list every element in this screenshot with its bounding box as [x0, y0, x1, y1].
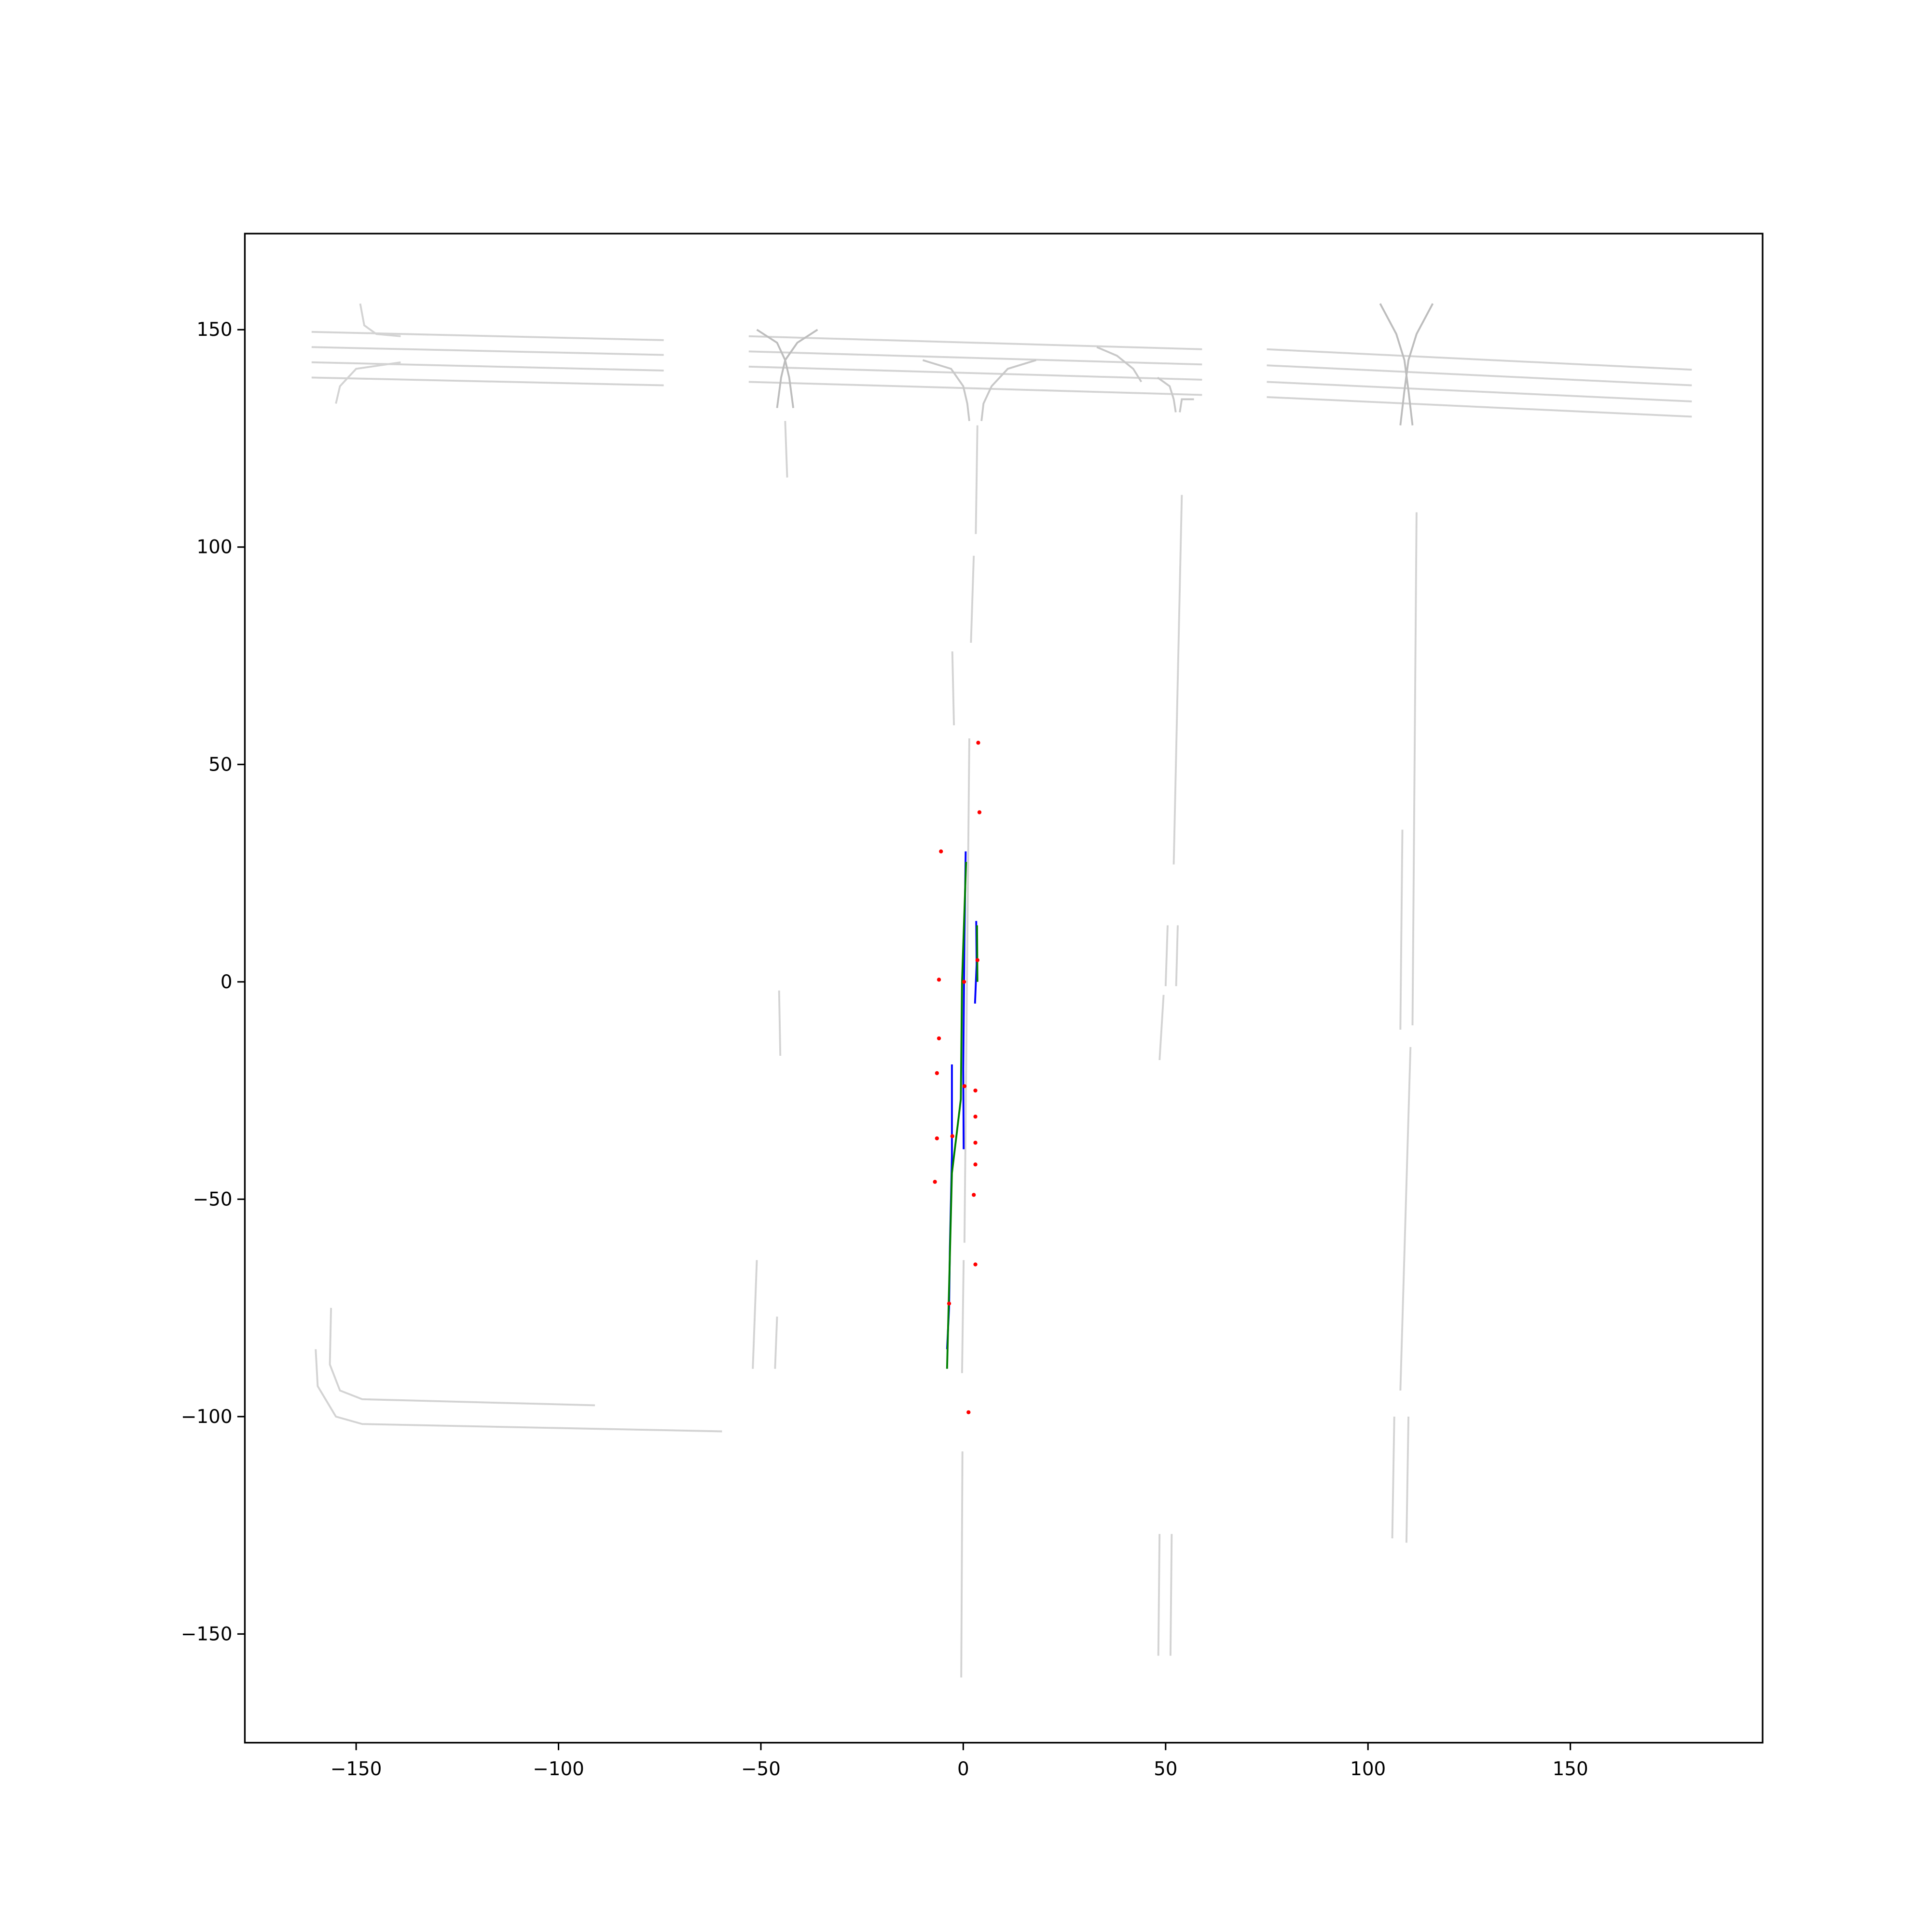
y-tick-label: 50 — [208, 754, 232, 775]
line — [311, 346, 664, 356]
point — [973, 1262, 978, 1267]
axes-frame — [244, 233, 1764, 1744]
y-tick-label: 150 — [196, 319, 232, 341]
y-tick-label: 0 — [221, 971, 233, 993]
line — [776, 329, 818, 408]
line — [946, 862, 967, 1369]
plot-area — [311, 303, 1692, 1678]
line — [922, 359, 970, 421]
x-tick-label: 50 — [1154, 1758, 1177, 1780]
x-tick-label: −50 — [741, 1758, 781, 1780]
line — [951, 651, 955, 726]
point — [976, 741, 980, 745]
line — [1405, 1416, 1410, 1543]
x-tick-label: 150 — [1553, 1758, 1588, 1780]
point — [937, 978, 941, 982]
point — [935, 1136, 939, 1141]
y-tick-label: −150 — [181, 1623, 233, 1645]
line — [1267, 364, 1692, 386]
point — [975, 958, 979, 962]
line — [1175, 925, 1179, 986]
line — [1391, 512, 1418, 1539]
point — [939, 849, 943, 854]
line — [748, 365, 1202, 381]
point — [933, 1180, 937, 1184]
y-tick-label: −50 — [193, 1188, 233, 1210]
line — [359, 303, 401, 337]
line — [335, 361, 401, 404]
line — [1096, 346, 1143, 383]
point — [973, 1088, 978, 1093]
point — [962, 980, 966, 984]
point — [977, 810, 982, 814]
line — [1158, 495, 1183, 1061]
line — [748, 335, 1202, 350]
x-tick-label: 0 — [957, 1758, 969, 1780]
line — [1399, 829, 1404, 1030]
line — [1399, 303, 1434, 426]
point — [973, 1162, 978, 1167]
x-tick-label: −100 — [533, 1758, 584, 1780]
point — [972, 1193, 976, 1197]
line — [748, 381, 1202, 396]
line — [311, 361, 664, 372]
line — [311, 331, 664, 341]
point — [947, 1301, 951, 1306]
line — [960, 425, 979, 1678]
point — [966, 1410, 971, 1415]
line — [311, 376, 664, 386]
line — [976, 925, 979, 982]
point — [937, 1036, 941, 1041]
point — [973, 1141, 978, 1145]
line — [774, 1316, 778, 1369]
point — [973, 1115, 978, 1119]
line — [315, 1349, 722, 1433]
line — [784, 421, 788, 478]
line — [1267, 396, 1692, 418]
y-tick-label: 100 — [196, 537, 232, 558]
point — [935, 1071, 939, 1076]
x-tick-label: −150 — [331, 1758, 382, 1780]
line — [1267, 381, 1692, 402]
line — [778, 990, 782, 1056]
line — [1157, 376, 1177, 413]
line — [752, 1260, 758, 1369]
point — [950, 1134, 954, 1138]
line — [1179, 398, 1194, 413]
point — [962, 1084, 967, 1089]
line — [980, 359, 1036, 421]
line — [1379, 303, 1414, 426]
line — [1267, 348, 1692, 371]
line — [1157, 1534, 1161, 1656]
line — [1169, 1534, 1173, 1656]
line — [329, 1308, 595, 1407]
y-tick-label: −100 — [181, 1406, 233, 1428]
x-tick-label: 100 — [1350, 1758, 1386, 1780]
